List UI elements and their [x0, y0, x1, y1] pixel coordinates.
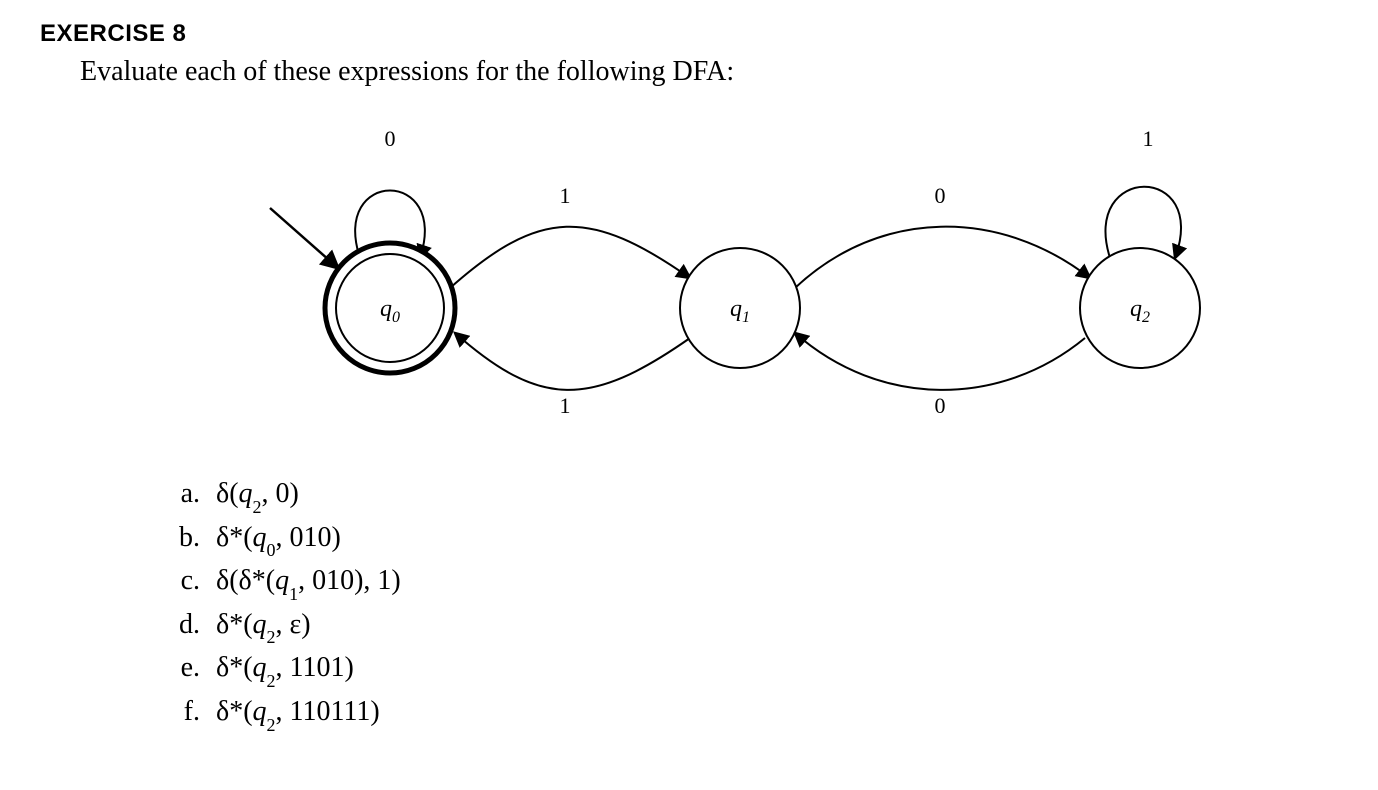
state-q0: q0 — [325, 243, 455, 373]
edge-label-q1-q0: 1 — [560, 393, 571, 418]
edge-q1-q2 — [795, 227, 1090, 288]
question-expr: δ*(q2, ε) — [216, 604, 311, 648]
question-expr: δ*(q2, 110111) — [216, 691, 380, 735]
question-expr: δ(δ*(q1, 010), 1) — [216, 560, 401, 604]
question-c: c. δ(δ*(q1, 010), 1) — [160, 560, 1338, 604]
question-letter: e. — [160, 647, 200, 689]
edge-label-q0-q0: 0 — [385, 126, 396, 151]
question-letter: c. — [160, 560, 200, 602]
question-letter: b. — [160, 517, 200, 559]
question-e: e. δ*(q2, 1101) — [160, 647, 1338, 691]
edge-label-q2-q2: 1 — [1143, 126, 1154, 151]
question-d: d. δ*(q2, ε) — [160, 604, 1338, 648]
start-arrow — [270, 208, 338, 268]
edge-label-q2-q1: 0 — [935, 393, 946, 418]
edge-label-q1-q2: 0 — [935, 183, 946, 208]
dfa-diagram: 0 1 1 0 0 1 q0 q1 — [160, 108, 1338, 443]
exercise-prompt: Evaluate each of these expressions for t… — [80, 56, 1338, 88]
question-expr: δ(q2, 0) — [216, 473, 299, 517]
question-b: b. δ*(q0, 010) — [160, 517, 1338, 561]
question-list: a. δ(q2, 0) b. δ*(q0, 010) c. δ(δ*(q1, 0… — [160, 473, 1338, 735]
question-expr: δ*(q2, 1101) — [216, 647, 354, 691]
question-expr: δ*(q0, 010) — [216, 517, 341, 561]
question-letter: f. — [160, 691, 200, 733]
question-a: a. δ(q2, 0) — [160, 473, 1338, 517]
edge-label-q0-q1: 1 — [560, 183, 571, 208]
edge-q0-q1 — [450, 227, 690, 288]
state-q1: q1 — [680, 248, 800, 368]
state-q2: q2 — [1080, 248, 1200, 368]
edge-q1-q0 — [455, 333, 690, 390]
edge-q2-q1 — [795, 333, 1085, 390]
question-letter: d. — [160, 604, 200, 646]
question-letter: a. — [160, 473, 200, 515]
question-f: f. δ*(q2, 110111) — [160, 691, 1338, 735]
exercise-title: EXERCISE 8 — [40, 20, 1338, 48]
